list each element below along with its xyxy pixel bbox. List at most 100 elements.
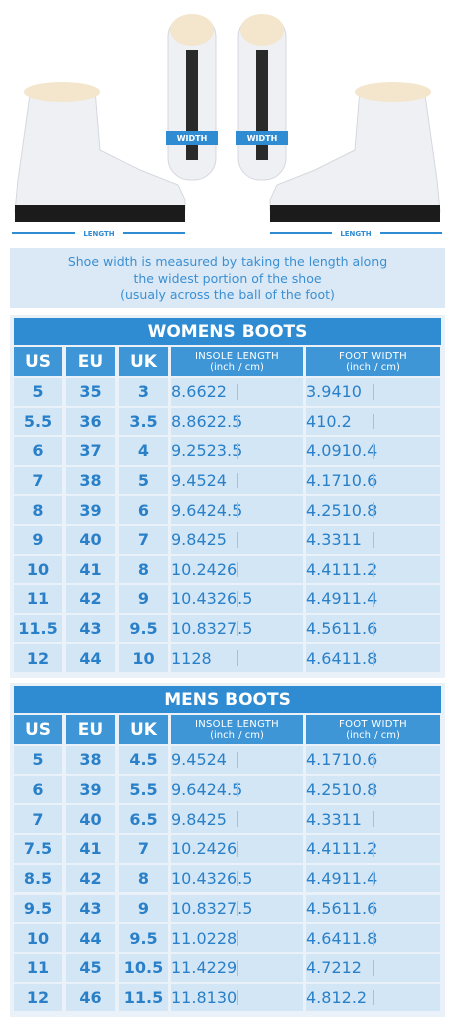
header-cell: UK — [119, 347, 168, 376]
inch-value: 9.84 — [171, 809, 207, 829]
measure-cell: 10.83 27.5 — [171, 614, 303, 643]
cm-value: 11 — [341, 530, 362, 550]
divider — [373, 532, 374, 548]
inch-value: 4.33 — [306, 530, 342, 550]
divider — [373, 384, 374, 400]
measure-cell: 4.33 11 — [306, 526, 440, 554]
measure-cell: 4.33 11 — [306, 805, 440, 834]
measure-cell: 10.83 27.5 — [171, 894, 303, 923]
cm-value: 22 — [206, 382, 227, 402]
header-cell: US — [14, 347, 62, 376]
divider — [237, 989, 238, 1006]
size-cell: 35 — [66, 378, 115, 406]
cm-value: 10.2 — [316, 411, 352, 431]
inch-value: 3.94 — [306, 382, 342, 402]
measure-cell: 9.64 24.5 — [171, 496, 303, 524]
cm-value: 10.6 — [341, 471, 378, 491]
inch-value: 4.17 — [306, 750, 342, 770]
cm-value: 23.5 — [206, 441, 243, 461]
size-cell: 8 — [119, 555, 168, 584]
size-cell: 9 — [14, 526, 62, 554]
cm-value: 10.8 — [341, 780, 378, 800]
size-cell: 43 — [66, 614, 115, 643]
cm-value: 27.5 — [216, 619, 253, 639]
size-cell: 5 — [119, 466, 168, 495]
inch-value: 11.81 — [171, 987, 217, 1007]
cm-value: 26 — [216, 839, 238, 859]
cm-value: 27.5 — [216, 898, 253, 918]
cm-value: 10.4 — [341, 441, 378, 461]
cm-value: 28 — [216, 928, 238, 948]
cm-value: 12 — [341, 958, 362, 978]
size-cell: 5 — [14, 378, 62, 406]
sole — [270, 205, 440, 222]
size-cell: 8.5 — [14, 864, 62, 893]
inch-value: 4.49 — [306, 869, 342, 889]
size-cell: 7 — [14, 466, 62, 495]
note-line: the widest portion of the shoe — [133, 270, 322, 286]
divider — [373, 502, 374, 518]
inch-value: 9.64 — [171, 500, 207, 520]
header-title: INSOLE LENGTH — [194, 718, 279, 730]
size-cell: 9.5 — [119, 924, 168, 952]
measure-cell: 4.17 10.6 — [306, 466, 440, 495]
inch-value: 4.41 — [306, 559, 342, 579]
cm-value: 26.5 — [216, 589, 253, 609]
size-cell: 46 — [66, 983, 115, 1012]
measure-cell: 4.72 12 — [306, 953, 440, 982]
inch-value: 9.45 — [171, 471, 207, 491]
inch-value: 10.43 — [171, 589, 217, 609]
divider — [237, 930, 238, 946]
size-cell: 12 — [14, 644, 62, 672]
measure-cell: 11.02 28 — [171, 924, 303, 952]
inch-value: 8.86 — [171, 411, 207, 431]
cm-value: 12.2 — [331, 987, 368, 1007]
measure-cell: 3.94 10 — [306, 378, 440, 406]
header-cell: FOOT WIDTH (inch / cm) — [306, 347, 440, 376]
size-cell: 9.5 — [119, 614, 168, 643]
header-title: INSOLE LENGTH — [194, 350, 279, 362]
cm-value: 24 — [206, 750, 227, 770]
header-title: FOOT WIDTH — [339, 718, 407, 730]
size-cell: 11 — [14, 953, 62, 982]
measure-cell: 8.86 22.5 — [171, 407, 303, 436]
measure-cell: 4.49 11.4 — [306, 864, 440, 893]
sole — [15, 205, 185, 222]
measure-cell: 4.64 11.8 — [306, 644, 440, 672]
cm-value: 11.6 — [341, 619, 378, 639]
measure-cell: 4.09 10.4 — [306, 437, 440, 465]
divider — [237, 900, 238, 917]
cm-value: 11.8 — [341, 928, 378, 948]
measure-cell: 9.45 24 — [171, 746, 303, 774]
cm-value: 26.5 — [216, 869, 253, 889]
label-bg — [75, 228, 123, 238]
size-cell: 40 — [66, 805, 115, 834]
cm-value: 11.8 — [341, 648, 378, 668]
size-cell: 5.5 — [119, 775, 168, 804]
divider — [373, 620, 374, 637]
size-cell: 5 — [14, 746, 62, 774]
inch-value: 4.17 — [306, 471, 342, 491]
divider — [237, 413, 238, 430]
measure-cell: 9.25 23.5 — [171, 437, 303, 465]
inch-value: 8.66 — [171, 382, 207, 402]
size-cell: 10 — [14, 555, 62, 584]
size-cell: 42 — [66, 864, 115, 893]
divider — [237, 781, 238, 798]
inch-value: 4.25 — [306, 500, 342, 520]
size-cell: 5.5 — [14, 407, 62, 436]
cm-value: 24 — [206, 471, 227, 491]
length-label: LENGTH — [340, 230, 371, 238]
inch-value: 4.09 — [306, 441, 342, 461]
measure-cell: 9.45 24 — [171, 466, 303, 495]
header-unit: (inch / cm) — [210, 729, 264, 741]
size-cell: 3 — [119, 378, 168, 406]
size-cell: 9.5 — [14, 894, 62, 923]
divider — [373, 870, 374, 887]
cm-value: 24.5 — [206, 500, 243, 520]
inch-value: 9.25 — [171, 441, 207, 461]
fur — [355, 82, 431, 102]
size-cell: 10 — [119, 644, 168, 672]
table-title: WOMENS BOOTS — [14, 318, 441, 345]
